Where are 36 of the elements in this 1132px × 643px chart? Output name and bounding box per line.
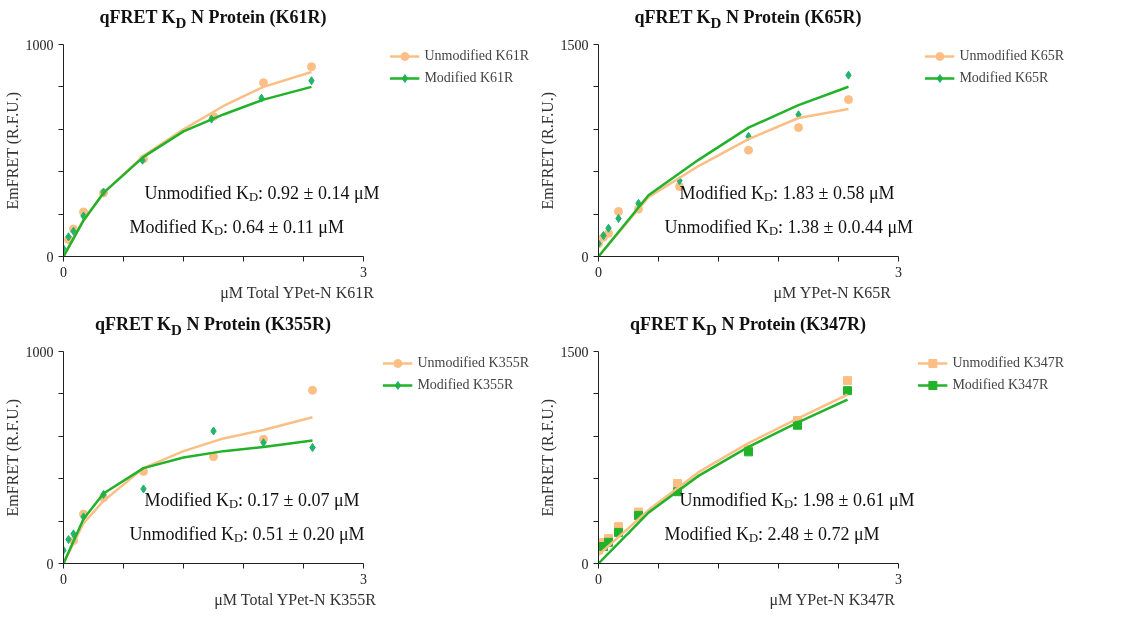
y-tick-label: 1500 bbox=[560, 37, 589, 53]
y-axis-title: EmFRET (R.F.U.) bbox=[3, 398, 22, 517]
y-tick-label: 0 bbox=[46, 556, 54, 572]
y-axis-title: EmFRET (R.F.U.) bbox=[538, 398, 557, 517]
x-tick-label: 0 bbox=[595, 571, 602, 587]
y-axis-title: EmFRET (R.F.U.) bbox=[538, 91, 557, 210]
x-tick-label: 0 bbox=[60, 571, 67, 587]
x-axis-title: μM YPet-N K65R bbox=[773, 283, 892, 302]
x-axis-title: μM YPet-N K347R bbox=[769, 590, 896, 609]
legend-label: Unmodified K355R bbox=[417, 355, 529, 371]
x-axis-title: μM Total YPet-N K355R bbox=[214, 590, 377, 609]
legend-label: Modified K355R bbox=[417, 377, 514, 393]
x-axis-title: μM Total YPet-N K61R bbox=[220, 283, 375, 302]
x-tick-label: 3 bbox=[895, 264, 902, 280]
y-tick-label: 0 bbox=[581, 249, 589, 265]
legend-label: Modified K65R bbox=[959, 70, 1049, 86]
x-tick-label: 3 bbox=[360, 264, 367, 280]
legend-label: Unmodified K65R bbox=[959, 48, 1064, 64]
x-tick-label: 0 bbox=[595, 264, 602, 280]
x-tick-label: 3 bbox=[360, 571, 367, 587]
y-tick-label: 1000 bbox=[25, 37, 54, 53]
chart-title: qFRET K$_{D}$ N Protein (K65R) bbox=[634, 6, 862, 33]
y-tick-label: 0 bbox=[46, 249, 54, 265]
y-tick-label: 1000 bbox=[25, 344, 54, 360]
x-tick-label: 0 bbox=[60, 264, 67, 280]
y-tick-label: 0 bbox=[581, 556, 589, 572]
legend-label: Modified K347R bbox=[952, 377, 1049, 393]
chart-title: qFRET K$_{D}$ N Protein (K347R) bbox=[629, 313, 867, 340]
chart-title: qFRET K$_{D}$ N Protein (K355R) bbox=[94, 313, 332, 340]
x-tick-label: 3 bbox=[895, 571, 902, 587]
y-tick-label: 1500 bbox=[560, 344, 589, 360]
legend-label: Unmodified K61R bbox=[424, 48, 529, 64]
legend-label: Modified K61R bbox=[424, 70, 514, 86]
y-axis-title: EmFRET (R.F.U.) bbox=[3, 91, 22, 210]
legend-label: Unmodified K347R bbox=[952, 355, 1064, 371]
chart-title: qFRET K$_{D}$ N Protein (K61R) bbox=[99, 6, 327, 33]
